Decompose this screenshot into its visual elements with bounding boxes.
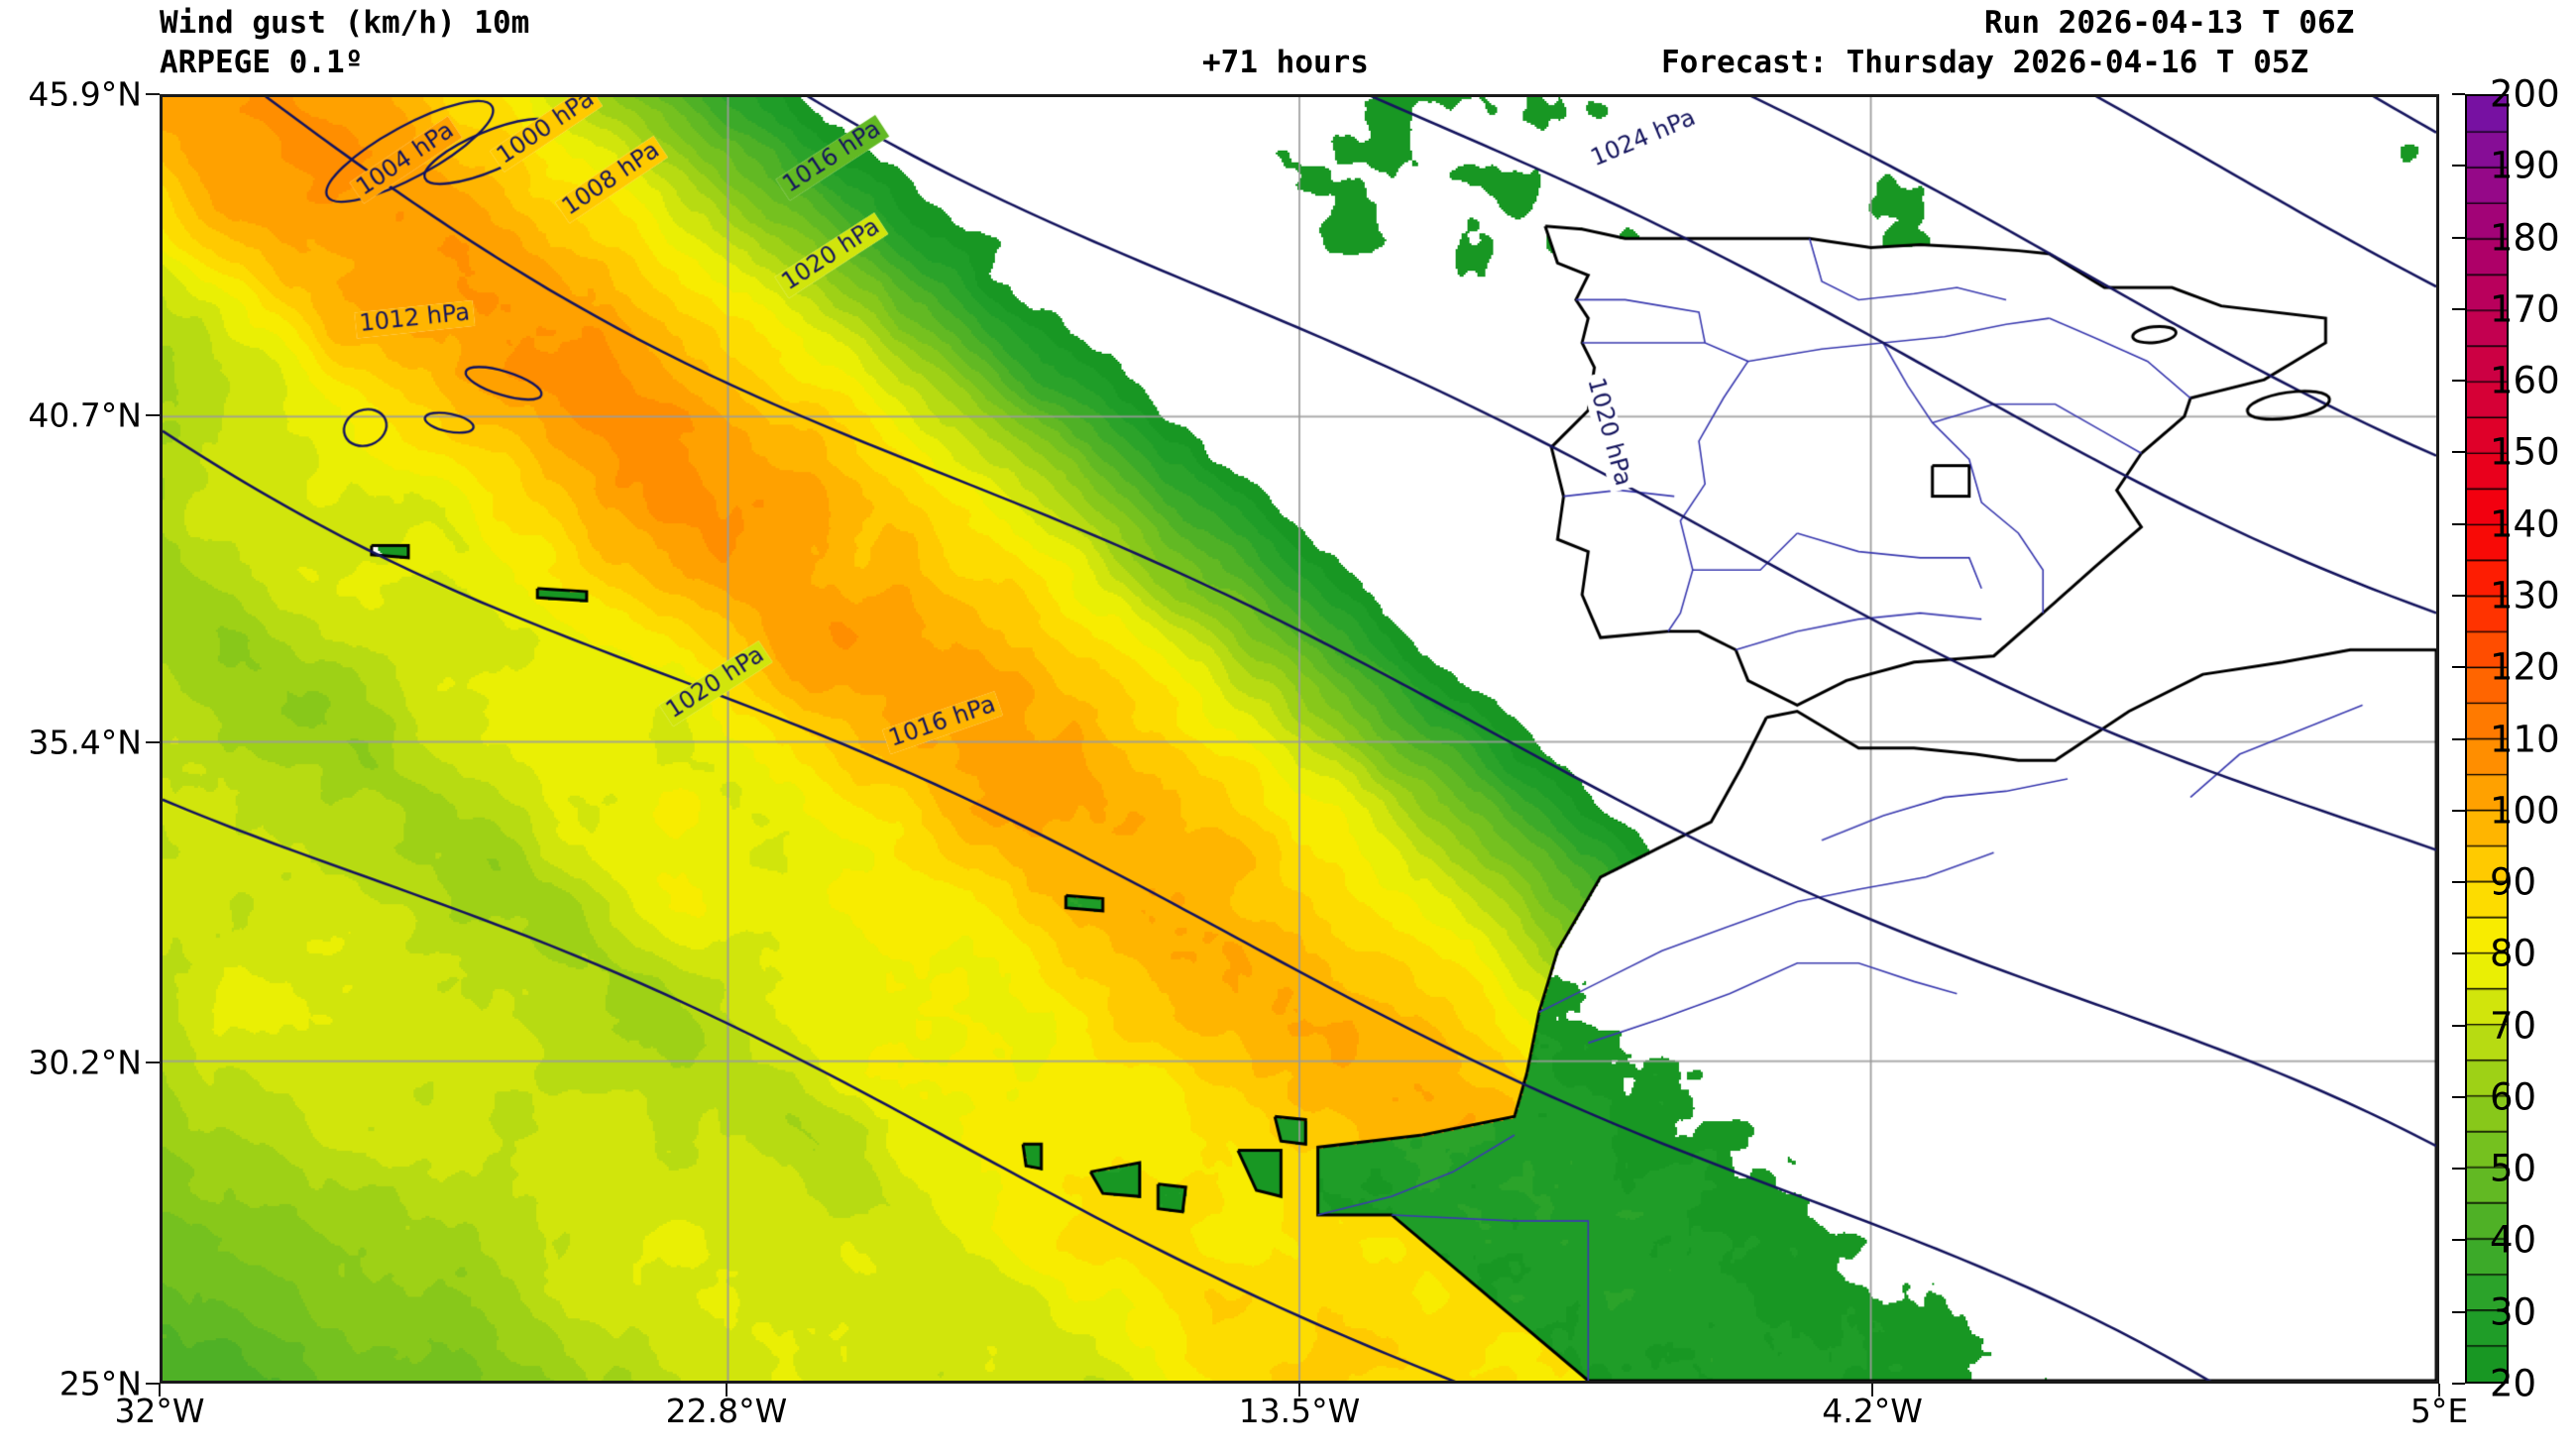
run-timestamp-label: Run 2026-04-13 T 06Z: [1984, 5, 2355, 41]
colorbar-tick: [2452, 1310, 2465, 1313]
y-axis-tick: [146, 1383, 160, 1385]
colorbar-tick: [2452, 737, 2465, 740]
colorbar-label-50: 50: [2490, 1147, 2537, 1190]
colorbar-tick: [2452, 1095, 2465, 1098]
map-plot-area[interactable]: [160, 94, 2439, 1384]
colorbar-label-110: 110: [2490, 718, 2560, 760]
colorbar-label-130: 130: [2490, 574, 2560, 617]
wind-gust-field-canvas: [163, 97, 2436, 1381]
page-title: Wind gust (km/h) 10m: [160, 5, 530, 41]
y-axis-tick: [146, 93, 160, 95]
colorbar-tick: [2452, 1168, 2465, 1171]
x-axis-label-2: 13.5°W: [1238, 1392, 1361, 1430]
x-axis-tick: [2438, 1384, 2440, 1396]
y-axis-tick: [146, 1061, 160, 1064]
colorbar-label-40: 40: [2490, 1218, 2537, 1262]
colorbar-label-140: 140: [2490, 503, 2560, 546]
x-axis-label-0: 32°W: [114, 1392, 205, 1430]
colorbar-tick: [2452, 594, 2465, 597]
colorbar-tick: [2452, 666, 2465, 669]
colorbar-tick: [2452, 307, 2465, 310]
colorbar-tick: [2452, 93, 2465, 95]
x-axis-label-4: 5°E: [2409, 1392, 2469, 1430]
colorbar-label-80: 80: [2490, 932, 2537, 975]
x-axis-label-3: 4.2°W: [1822, 1392, 1923, 1430]
colorbar-tick: [2452, 236, 2465, 239]
colorbar-label-200: 200: [2490, 72, 2560, 116]
colorbar-label-150: 150: [2490, 430, 2560, 474]
colorbar-tick: [2452, 1383, 2465, 1385]
colorbar-label-70: 70: [2490, 1004, 2537, 1048]
x-axis-tick: [725, 1384, 728, 1396]
x-axis-tick: [1298, 1384, 1300, 1396]
forecast-valid-label: Forecast: Thursday 2026-04-16 T 05Z: [1661, 45, 2309, 80]
colorbar-tick: [2452, 380, 2465, 383]
colorbar-tick: [2452, 165, 2465, 168]
y-axis-tick: [146, 740, 160, 743]
colorbar-gradient: [2467, 96, 2507, 1382]
colorbar-tick: [2452, 1024, 2465, 1027]
colorbar-label-30: 30: [2490, 1290, 2537, 1334]
colorbar-label-90: 90: [2490, 860, 2537, 904]
colorbar-tick: [2452, 881, 2465, 884]
colorbar-label-190: 190: [2490, 144, 2560, 187]
colorbar-tick: [2452, 952, 2465, 955]
y-axis-label-4: 25°N: [58, 1364, 142, 1403]
x-axis-label-1: 22.8°W: [665, 1392, 788, 1430]
x-axis-tick: [1871, 1384, 1874, 1396]
colorbar: [2465, 94, 2509, 1384]
colorbar-label-170: 170: [2490, 287, 2560, 331]
y-axis-tick: [146, 413, 160, 416]
colorbar-tick: [2452, 809, 2465, 812]
y-axis-label-2: 35.4°N: [28, 723, 142, 762]
y-axis-label-1: 40.7°N: [28, 395, 142, 435]
colorbar-label-100: 100: [2490, 789, 2560, 833]
x-axis-tick: [159, 1384, 161, 1396]
lead-time-label: +71 hours: [1202, 45, 1369, 80]
colorbar-tick: [2452, 522, 2465, 525]
colorbar-label-120: 120: [2490, 645, 2560, 689]
colorbar-label-160: 160: [2490, 359, 2560, 402]
colorbar-tick: [2452, 1239, 2465, 1242]
model-label: ARPEGE 0.1º: [160, 45, 364, 80]
colorbar-label-20: 20: [2490, 1362, 2537, 1405]
y-axis-label-0: 45.9°N: [28, 74, 142, 114]
y-axis-label-3: 30.2°N: [28, 1043, 142, 1082]
colorbar-label-60: 60: [2490, 1075, 2537, 1119]
colorbar-tick: [2452, 451, 2465, 454]
colorbar-label-180: 180: [2490, 216, 2560, 260]
